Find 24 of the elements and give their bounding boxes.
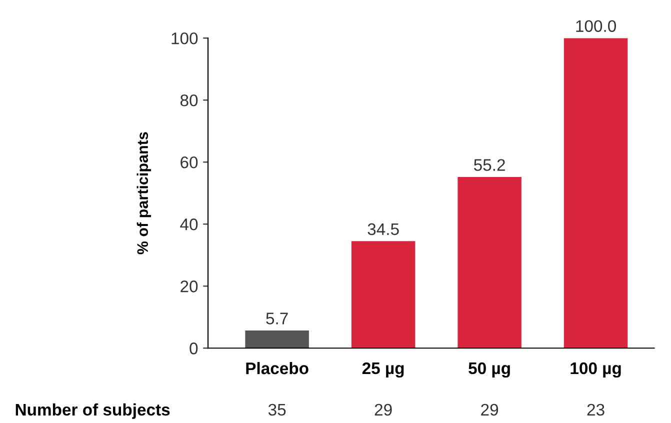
bar xyxy=(564,38,628,348)
x-tick-label: 50 µg xyxy=(468,362,510,378)
y-axis-title: % of participants xyxy=(136,132,152,254)
text: 35 xyxy=(268,404,286,416)
x-tick-label: 25 µg xyxy=(362,362,404,378)
y-tick-label: 100 xyxy=(172,32,198,44)
text: 29 xyxy=(481,404,498,416)
text: Number of subjects xyxy=(16,403,170,419)
data-label: 5.7 xyxy=(266,312,288,324)
text: 23 xyxy=(587,404,604,416)
x-tick-label: Placebo xyxy=(246,362,308,374)
y-tick-label: 20 xyxy=(180,280,198,292)
y-tick-label: 40 xyxy=(180,218,198,230)
y-tick-label: 60 xyxy=(180,156,198,168)
x-tick-label: 100 µg xyxy=(570,362,621,378)
bar xyxy=(245,330,309,348)
y-tick-label: 0 xyxy=(190,342,198,354)
bar xyxy=(351,241,416,348)
data-label: 100.0 xyxy=(576,20,616,32)
data-label: 34.5 xyxy=(368,223,399,236)
y-tick-label: 80 xyxy=(180,94,198,106)
data-label: 55.2 xyxy=(474,159,505,171)
text: 29 xyxy=(374,404,392,416)
bar xyxy=(458,176,522,348)
